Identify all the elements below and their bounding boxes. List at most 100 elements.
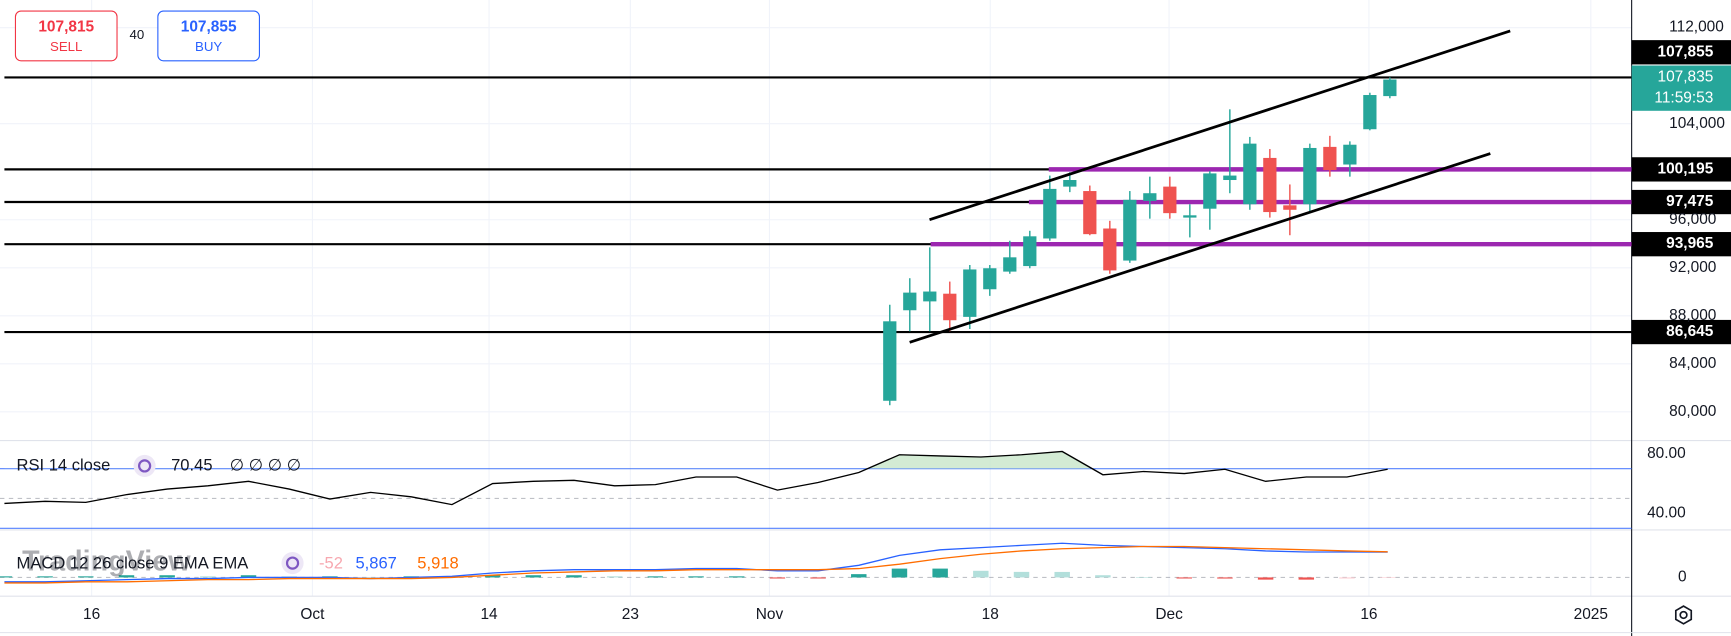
rsi-tick-label: 40.00 [1647,504,1686,521]
x-tick-label: Oct [300,606,325,623]
macd-settings-icon[interactable] [281,552,304,575]
candle-body [1103,228,1117,271]
candle-body [1343,144,1357,165]
macd-histogram-bar [362,577,379,578]
candle-body [1183,215,1197,218]
rsi-settings-icon[interactable] [133,454,156,477]
countdown: 11:59:53 [1654,90,1713,107]
buy-price[interactable]: 107,855 [181,19,237,36]
icon-bg[interactable] [281,552,304,575]
macd-histogram-bar [159,575,175,578]
candle-body [883,321,897,401]
candle-body [1243,143,1257,205]
candle-body [963,269,977,317]
macd-histogram-bar [851,574,867,578]
level-tag [1631,40,1731,65]
icon-ring[interactable] [285,556,300,570]
gear-outline[interactable] [1674,605,1693,625]
macd-histogram-bar [525,575,542,578]
macd-histogram-bar [0,576,13,578]
macd-histogram-bar [37,576,53,578]
candle-body [1043,188,1057,239]
y-tick-label: 80,000 [1669,403,1716,420]
candle-body [1303,147,1317,205]
icon-bg[interactable] [133,454,156,477]
macd-signal-value: 5,918 [417,554,458,573]
macd-pane [0,542,1632,584]
x-tick-label: 18 [982,606,999,623]
macd-histogram-bar [1379,577,1396,578]
macd-histogram-bar [647,576,664,578]
macd-title: MACD 12 26 close 9 EMA EMA [17,554,249,573]
macd-tick-label: 0 [1678,569,1687,586]
x-tick-label: 2025 [1574,606,1608,623]
candle-body [1263,157,1277,213]
rsi-line [4,450,1388,506]
level-tag-label: 86,645 [1666,323,1714,340]
candle-body [1383,79,1397,97]
macd-histogram-bar [810,577,826,579]
y-tick-label: 88,000 [1669,307,1716,324]
macd-histogram-bar [1217,577,1233,579]
macd-value: 5,867 [355,554,396,573]
macd-histogram-bar [606,576,623,578]
buy-label[interactable]: BUY [195,39,222,54]
candle-body [1123,199,1137,261]
level-tag-label: 97,475 [1666,193,1714,210]
main-pane [4,76,1632,406]
level-tag-label: 93,965 [1666,235,1714,252]
candle-body [983,268,997,290]
y-tick-label: 96,000 [1669,211,1716,228]
sell-price[interactable]: 107,815 [38,19,94,36]
rsi-value: 70.45 [171,455,212,474]
level-tag [1631,319,1731,345]
macd-histogram-bar [932,568,948,578]
macd-histogram-bar [240,575,257,578]
x-tick-label: 14 [480,606,498,623]
last-price-tag [1631,65,1731,111]
candle-body [1023,236,1037,267]
candle-body [1323,146,1337,171]
x-tick-label: 16 [83,606,100,623]
macd-histogram-bar [769,577,786,579]
spread: 40 [130,27,145,42]
macd-histogram-bar [1013,571,1030,578]
buy-button[interactable] [157,10,260,62]
y-tick-label: 104,000 [1669,115,1725,132]
macd-histogram-bar [484,575,501,578]
macd-histogram-bar [1095,575,1111,578]
last-price-label: 107,835 [1658,69,1714,86]
level-tag-label: 107,855 [1658,43,1714,60]
macd-histogram-bar [1298,577,1315,580]
sell-button[interactable] [14,10,118,62]
macd-histogram-bar [1176,577,1192,579]
candle-body [1203,173,1217,209]
channel-lower-line [909,152,1491,344]
y-tick-label: 92,000 [1669,259,1716,276]
icon-ring[interactable] [137,459,152,473]
macd-histogram-bar [728,576,745,578]
price-tags: 107,855 100,195 97,475 93,965 86,645 107,835 1… [1631,40,1731,345]
macd-histogram-bar [78,576,94,578]
sell-label[interactable]: SELL [50,39,82,54]
x-tick-label: Dec [1155,606,1183,623]
level-tag [1631,189,1731,215]
rsi-placeholders: ∅ ∅ ∅ ∅ [230,455,301,474]
candle-body [923,291,937,302]
macd-histogram-bar [1135,577,1152,578]
gear-center[interactable] [1679,610,1688,620]
macd-histogram-bar [118,575,135,578]
macd-histogram-bar [1257,577,1274,580]
candle-body [943,293,957,321]
rsi-tick-label: 80.00 [1647,445,1686,462]
candle-body [1363,95,1377,130]
y-tick-label: 84,000 [1669,355,1716,372]
candle-body [1163,186,1177,214]
settings-gear[interactable] [1674,605,1693,625]
watermark: TradingView [22,546,191,578]
candle-body [1083,191,1097,235]
x-tick-label: 16 [1360,606,1377,623]
candle-body [1063,180,1077,187]
macd-histogram-bar [688,576,704,578]
